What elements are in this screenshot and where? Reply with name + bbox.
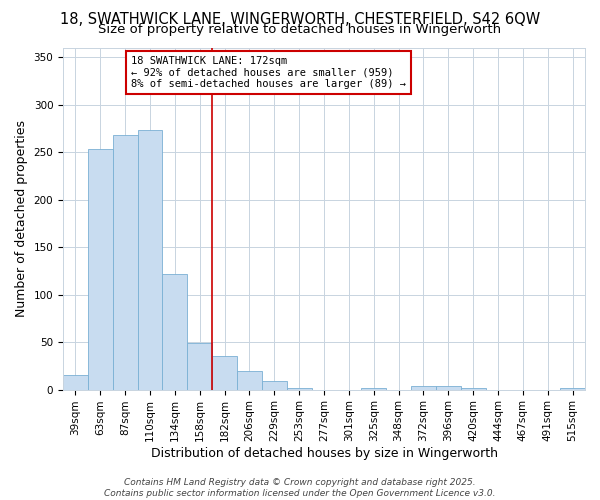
Bar <box>287 388 311 390</box>
Bar <box>163 274 187 390</box>
Bar <box>63 376 88 390</box>
Bar <box>212 356 237 390</box>
Bar <box>411 386 436 390</box>
Bar <box>361 388 386 390</box>
Bar <box>262 381 287 390</box>
Text: 18 SWATHWICK LANE: 172sqm
← 92% of detached houses are smaller (959)
8% of semi-: 18 SWATHWICK LANE: 172sqm ← 92% of detac… <box>131 56 406 90</box>
Text: Size of property relative to detached houses in Wingerworth: Size of property relative to detached ho… <box>98 22 502 36</box>
Bar <box>187 343 212 390</box>
X-axis label: Distribution of detached houses by size in Wingerworth: Distribution of detached houses by size … <box>151 447 497 460</box>
Bar <box>560 388 585 390</box>
Text: Contains HM Land Registry data © Crown copyright and database right 2025.
Contai: Contains HM Land Registry data © Crown c… <box>104 478 496 498</box>
Bar <box>137 130 163 390</box>
Bar <box>436 386 461 390</box>
Text: 18, SWATHWICK LANE, WINGERWORTH, CHESTERFIELD, S42 6QW: 18, SWATHWICK LANE, WINGERWORTH, CHESTER… <box>60 12 540 28</box>
Bar <box>113 135 137 390</box>
Y-axis label: Number of detached properties: Number of detached properties <box>15 120 28 317</box>
Bar <box>461 388 485 390</box>
Bar <box>88 149 113 390</box>
Bar <box>237 370 262 390</box>
